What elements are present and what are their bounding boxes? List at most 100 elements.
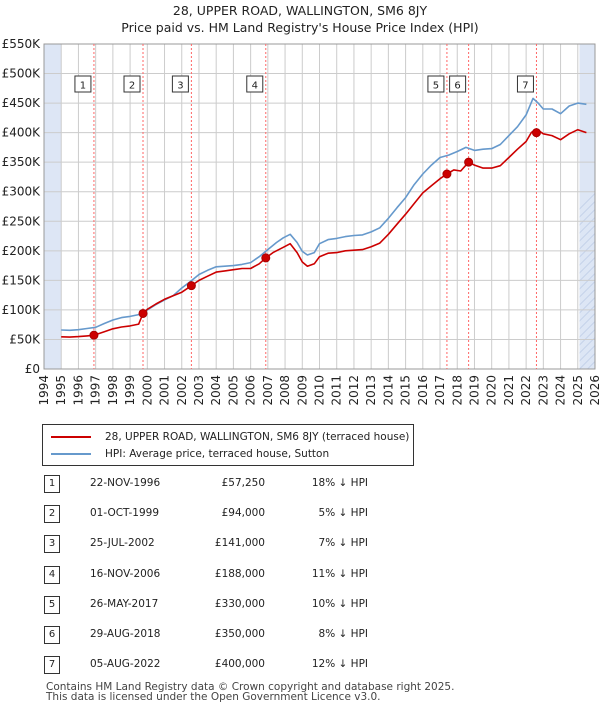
y-tick-label: £200K [2, 244, 42, 258]
sale-date: 29-AUG-2018 [90, 627, 161, 640]
sale-number-badge: 5 [44, 595, 60, 614]
legend-item-property: 28, UPPER ROAD, WALLINGTON, SM6 8JY (ter… [51, 429, 409, 445]
sale-price: £94,000 [221, 507, 265, 520]
sale-number-badge: 2 [44, 505, 60, 524]
sale-date: 16-NOV-2006 [90, 567, 161, 580]
sale-number-box [74, 75, 92, 93]
sale-price: £350,000 [214, 627, 265, 640]
sale-price: £400,000 [214, 658, 265, 671]
sale-hpi-delta: 18% ↓ HPI [311, 477, 368, 489]
sale-number-label: 2 [129, 81, 135, 92]
x-tick-label: 2005 [226, 375, 240, 406]
sale-point [442, 169, 452, 179]
x-tick-label: 2003 [192, 375, 206, 406]
sale-price: £330,000 [214, 597, 265, 610]
sale-date: 01-OCT-1999 [90, 507, 159, 520]
property-price-line [61, 128, 587, 338]
y-tick-label: £300K [2, 185, 42, 199]
chart-title: 28, UPPER ROAD, WALLINGTON, SM6 8JY [172, 3, 428, 18]
x-tick-label: 2022 [519, 375, 533, 406]
sale-hpi-delta: 7% ↓ HPI [318, 537, 368, 550]
y-tick-label: £150K [2, 273, 42, 287]
footer-copyright: Contains HM Land Registry data © Crown c… [46, 681, 455, 693]
shaded-band [44, 44, 62, 369]
sale-number-label: 5 [433, 81, 439, 92]
y-tick-label: £500K [2, 67, 42, 81]
sale-price: £188,000 [214, 567, 265, 580]
sale-date: 25-JUL-2002 [90, 537, 155, 550]
x-tick-label: 1995 [54, 375, 68, 406]
x-tick-label: 2017 [433, 375, 447, 406]
plot-frame [43, 43, 596, 370]
x-tick-label: 2000 [140, 375, 154, 406]
band-hatch [579, 200, 595, 218]
sale-number-label: 3 [177, 81, 183, 92]
hpi-line-swatch [51, 453, 91, 455]
sale-number-box [246, 75, 264, 93]
sale-hpi-delta: 11% ↓ HPI [311, 567, 368, 580]
sale-hpi-delta: 10% ↓ HPI [311, 597, 368, 610]
x-tick-label: 2023 [536, 375, 550, 406]
x-tick-label: 2001 [158, 375, 172, 406]
sale-point [89, 330, 99, 340]
x-tick-label: 1996 [71, 375, 85, 406]
sales-table: 1 22-NOV-1996 £57,250 18% ↓ HPI 2 01-OCT… [42, 471, 442, 682]
y-tick-label: £50K [9, 332, 41, 346]
shaded-band [579, 44, 595, 369]
y-tick-label: £0 [25, 362, 40, 376]
x-tick-label: 2002 [175, 375, 189, 406]
sale-row: 5 26-MAY-2017 £330,000 10% ↓ HPI [42, 592, 442, 622]
x-tick-label: 2004 [209, 375, 223, 406]
sale-row: 3 25-JUL-2002 £141,000 7% ↓ HPI [42, 531, 442, 561]
x-tick-label: 1999 [123, 375, 137, 406]
sale-date: 22-NOV-1996 [90, 477, 161, 489]
sale-point [531, 128, 541, 138]
sale-number-label: 1 [80, 81, 86, 92]
sale-point [138, 308, 148, 318]
y-tick-label: £250K [2, 214, 42, 228]
x-tick-label: 2011 [330, 375, 344, 406]
x-tick-label: 1994 [37, 375, 51, 406]
band-hatch [579, 304, 595, 322]
x-tick-label: 2019 [467, 375, 481, 406]
x-tick-label: 2016 [416, 375, 430, 406]
x-tick-label: 2020 [485, 375, 499, 406]
y-tick-label: £350K [2, 155, 42, 169]
footer-licence: This data is licensed under the Open Gov… [46, 691, 381, 703]
x-tick-label: 2025 [571, 375, 585, 406]
x-tick-label: 2026 [588, 375, 600, 406]
x-tick-label: 2013 [364, 375, 378, 406]
sale-point [464, 157, 474, 167]
sale-row: 7 05-AUG-2022 £400,000 12% ↓ HPI [42, 652, 442, 682]
x-tick-label: 2012 [347, 375, 361, 406]
sale-number-badge: 6 [44, 625, 60, 644]
chart-subtitle: Price paid vs. HM Land Registry's House … [121, 20, 479, 35]
sale-row: 4 16-NOV-2006 £188,000 11% ↓ HPI [42, 562, 442, 592]
y-tick-label: £400K [2, 126, 42, 140]
x-tick-label: 2006 [244, 375, 258, 406]
band-hatch [579, 312, 595, 330]
sale-number-box [123, 75, 141, 93]
x-tick-label: 2015 [399, 375, 413, 406]
y-tick-label: £550K [2, 37, 42, 51]
x-tick-label: 1997 [89, 375, 103, 406]
sale-hpi-delta: 5% ↓ HPI [318, 507, 368, 520]
x-tick-label: 2010 [313, 375, 327, 406]
sale-number-badge: 3 [44, 535, 60, 554]
sale-row: 1 22-NOV-1996 £57,250 18% ↓ HPI [42, 471, 442, 501]
sale-number-box [427, 75, 445, 93]
sale-point [261, 253, 271, 263]
sale-price: £57,250 [221, 477, 265, 489]
sale-price: £141,000 [214, 537, 265, 550]
x-tick-label: 2008 [278, 375, 292, 406]
sale-row: 2 01-OCT-1999 £94,000 5% ↓ HPI [42, 501, 442, 531]
band-hatch [596, 44, 600, 369]
sale-hpi-delta: 8% ↓ HPI [318, 627, 368, 640]
x-tick-label: 2021 [502, 375, 516, 406]
x-tick-label: 2009 [295, 375, 309, 406]
sale-number-badge: 4 [44, 565, 60, 584]
legend-property-label: 28, UPPER ROAD, WALLINGTON, SM6 8JY (ter… [105, 431, 410, 443]
sale-date: 26-MAY-2017 [90, 597, 159, 610]
legend-hpi-label: HPI: Average price, terraced house, Sutt… [105, 448, 330, 460]
sale-number-box [516, 75, 534, 93]
